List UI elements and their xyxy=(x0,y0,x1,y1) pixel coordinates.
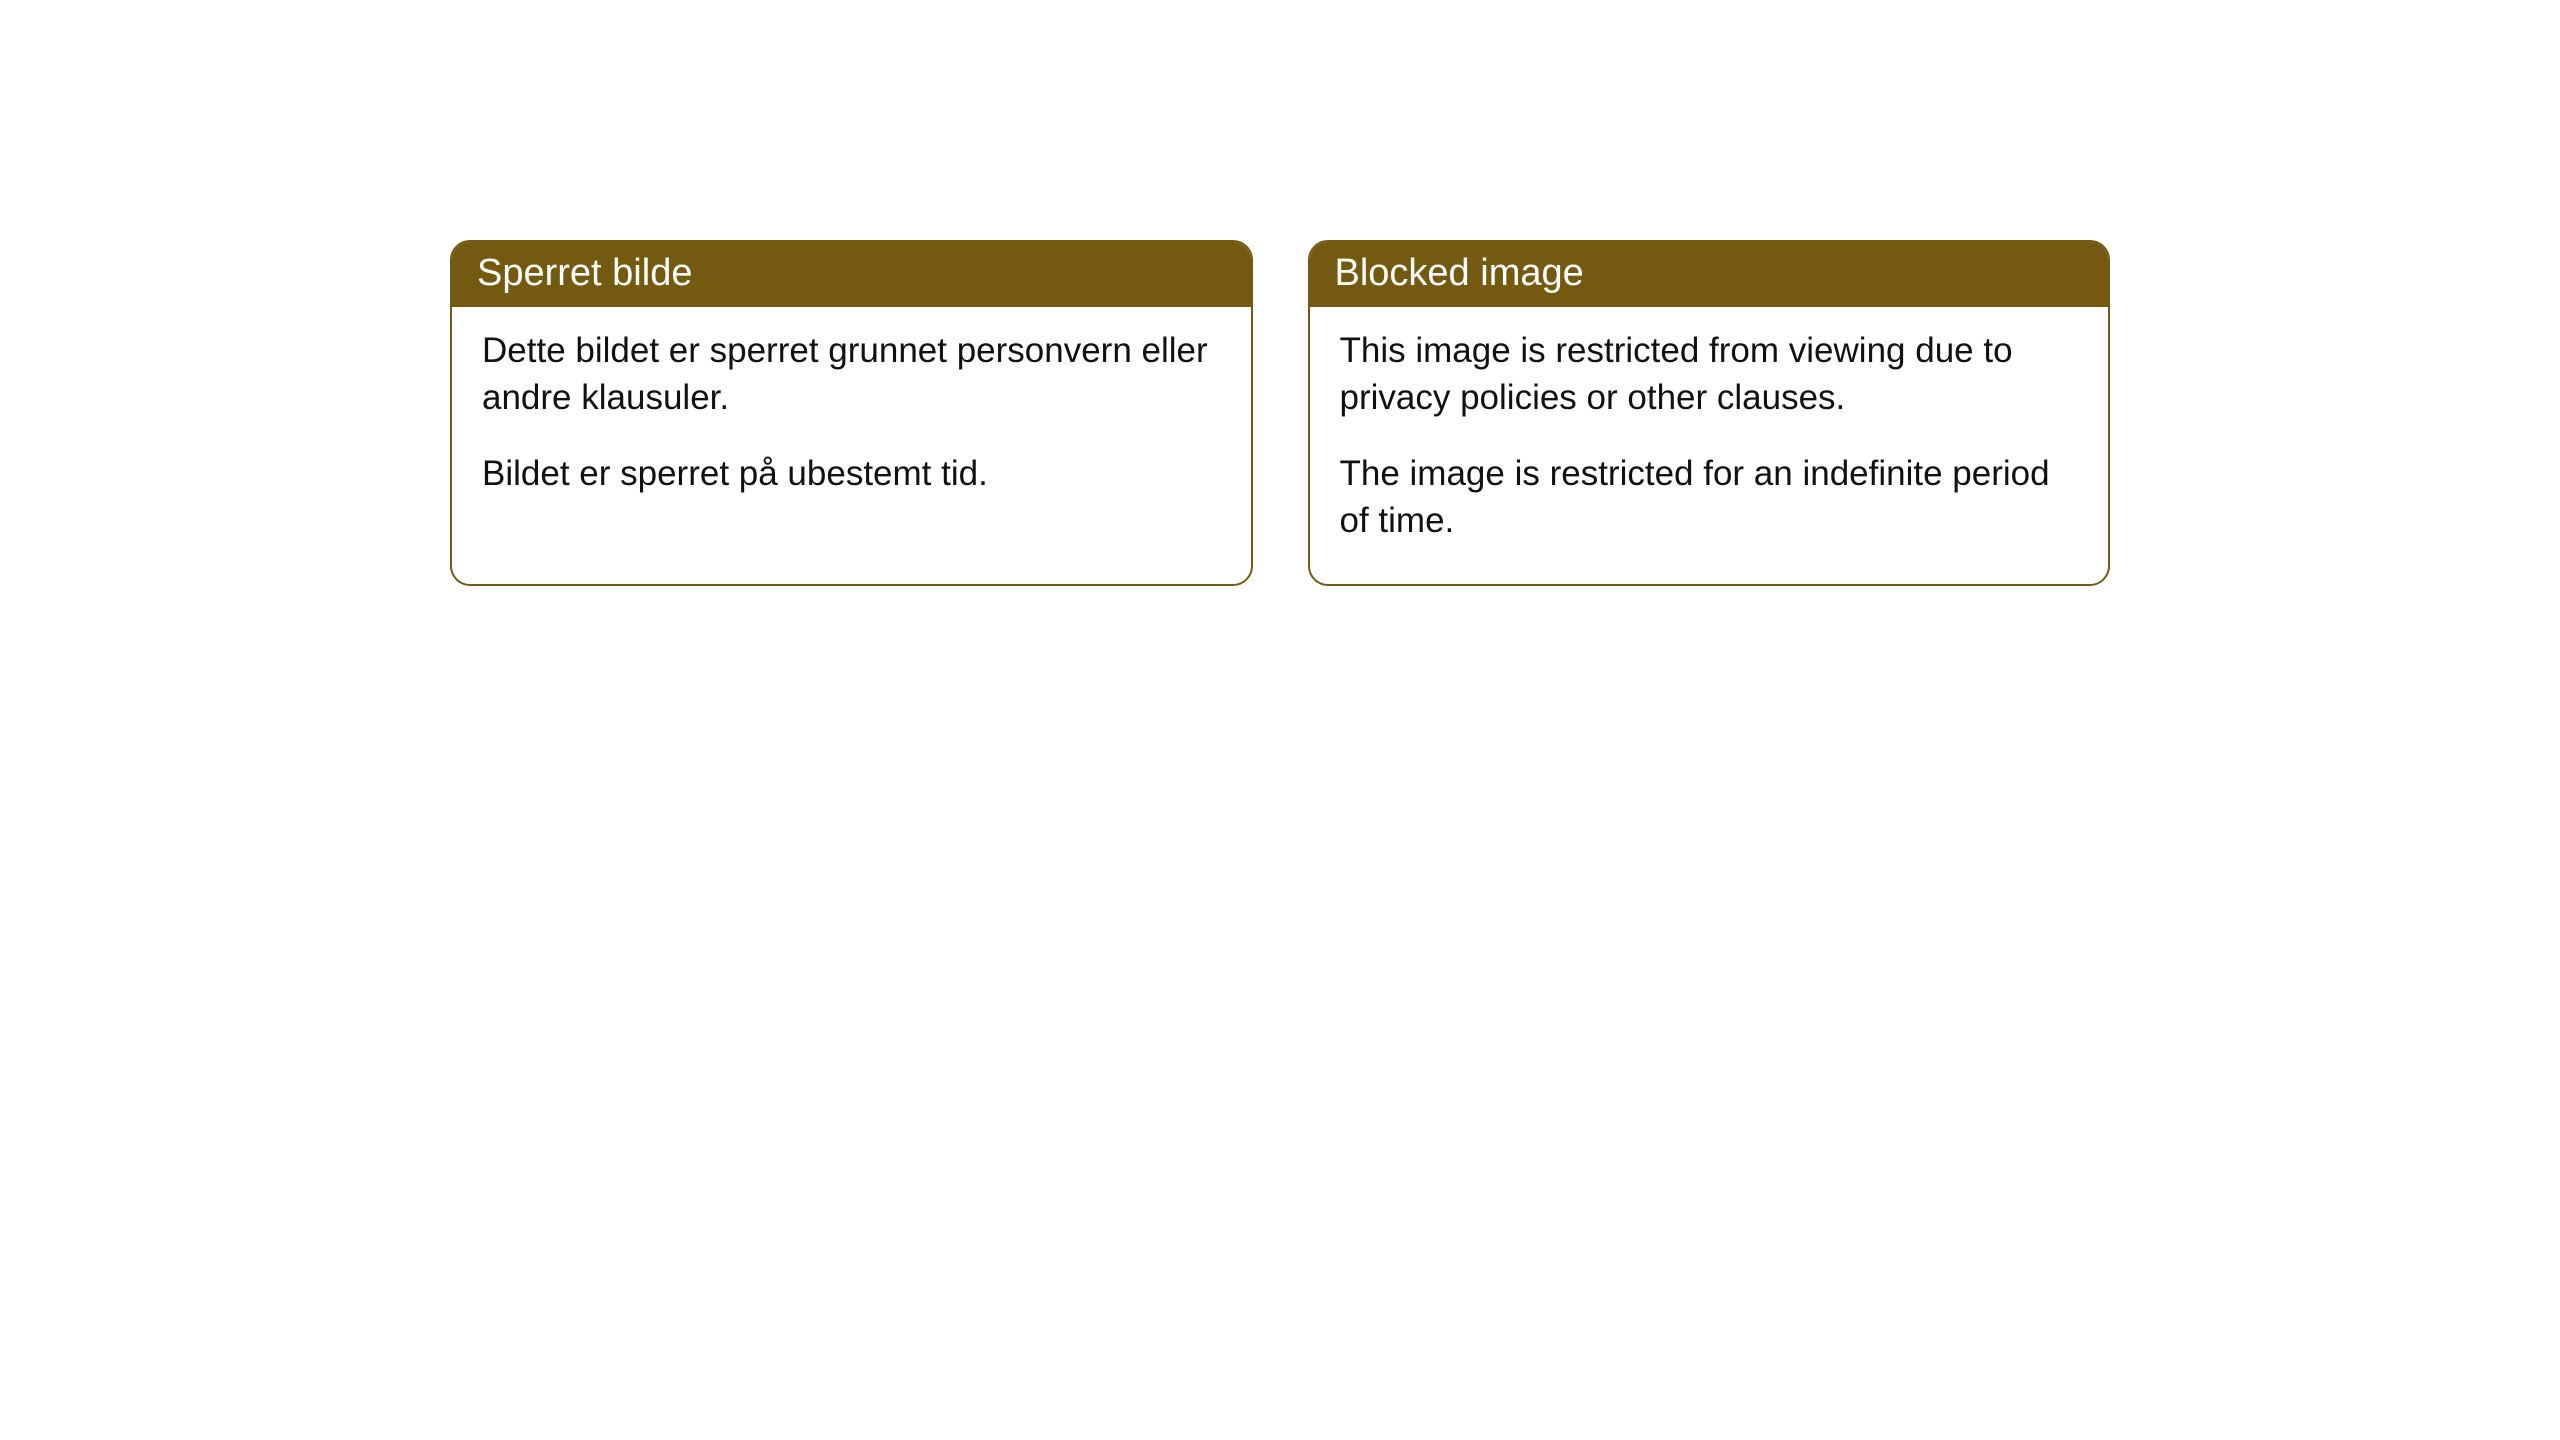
card-paragraph: Bildet er sperret på ubestemt tid. xyxy=(482,450,1221,497)
card-paragraph: This image is restricted from viewing du… xyxy=(1340,327,2079,422)
card-paragraph: The image is restricted for an indefinit… xyxy=(1340,450,2079,545)
card-body-norwegian: Dette bildet er sperret grunnet personve… xyxy=(452,307,1251,537)
notification-cards-container: Sperret bilde Dette bildet er sperret gr… xyxy=(450,240,2110,586)
blocked-image-card-english: Blocked image This image is restricted f… xyxy=(1308,240,2111,586)
blocked-image-card-norwegian: Sperret bilde Dette bildet er sperret gr… xyxy=(450,240,1253,586)
card-title: Sperret bilde xyxy=(477,252,692,294)
card-paragraph: Dette bildet er sperret grunnet personve… xyxy=(482,327,1221,422)
card-header-english: Blocked image xyxy=(1310,242,2109,307)
card-body-english: This image is restricted from viewing du… xyxy=(1310,307,2109,584)
card-header-norwegian: Sperret bilde xyxy=(452,242,1251,307)
card-title: Blocked image xyxy=(1335,252,1584,294)
